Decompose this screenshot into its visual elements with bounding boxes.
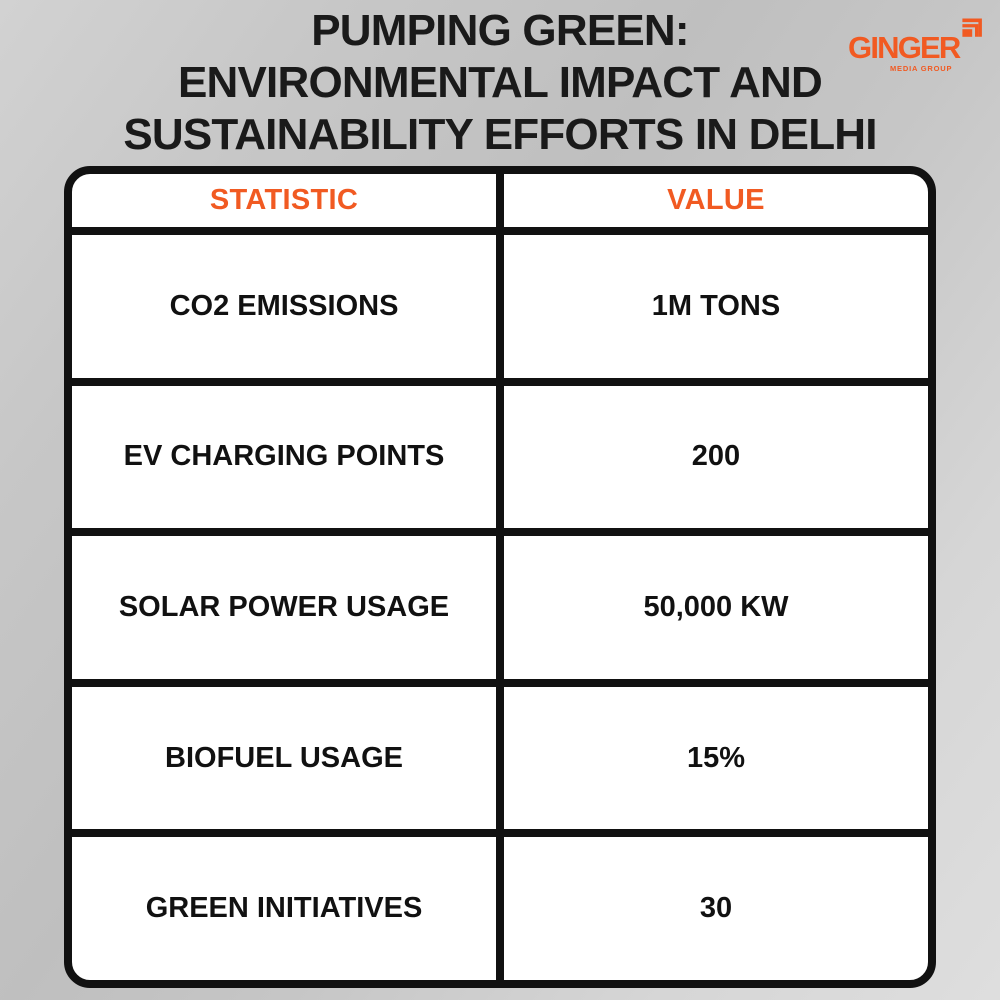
- svg-text:MEDIA GROUP: MEDIA GROUP: [890, 64, 952, 73]
- svg-text:GINGER: GINGER: [848, 30, 961, 65]
